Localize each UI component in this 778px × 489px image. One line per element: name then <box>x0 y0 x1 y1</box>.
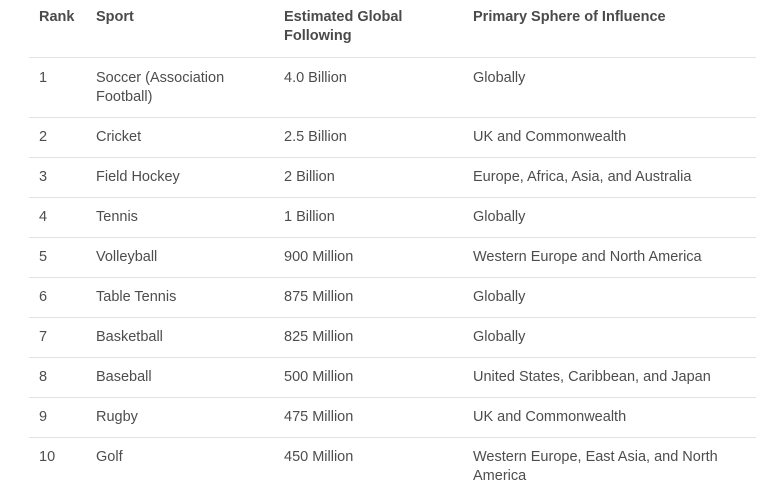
cell-following: 900 Million <box>274 237 463 278</box>
cell-rank: 8 <box>29 357 86 398</box>
cell-sphere: Globally <box>463 197 756 238</box>
cell-rank: 7 <box>29 317 86 358</box>
table-row: 8 Baseball 500 Million United States, Ca… <box>29 357 756 398</box>
cell-following: 875 Million <box>274 277 463 318</box>
cell-sphere: Europe, Africa, Asia, and Australia <box>463 157 756 198</box>
header-sport: Sport <box>86 0 274 58</box>
cell-following: 475 Million <box>274 397 463 438</box>
cell-following: 1 Billion <box>274 197 463 238</box>
cell-rank: 9 <box>29 397 86 438</box>
cell-sphere: Western Europe and North America <box>463 237 756 278</box>
cell-sport: Baseball <box>86 357 274 398</box>
cell-following: 450 Million <box>284 448 354 465</box>
cell-sport: Table Tennis <box>86 277 274 318</box>
cell-sphere: Globally <box>463 277 756 318</box>
header-rank: Rank <box>29 0 86 58</box>
cell-sphere: UK and Commonwealth <box>463 397 756 438</box>
cell-following: 2.5 Billion <box>274 117 463 158</box>
cell-sport: Rugby <box>86 397 274 438</box>
table-row: 3 Field Hockey 2 Billion Europe, Africa,… <box>29 157 756 198</box>
table-row: 10 Golf 450 Million Western Europe, East… <box>29 437 756 489</box>
cell-following: 2 Billion <box>274 157 463 198</box>
sports-following-table: Rank Sport Estimated Global Following Pr… <box>29 0 756 489</box>
cell-following: 4.0 Billion <box>274 57 463 118</box>
header-following: Estimated Global Following <box>274 0 463 58</box>
table-row: 1 Soccer (Association Football) 4.0 Bill… <box>29 57 756 118</box>
cell-sport: Golf <box>96 448 123 465</box>
table-header-row: Rank Sport Estimated Global Following Pr… <box>29 0 756 58</box>
table-row: 6 Table Tennis 875 Million Globally <box>29 277 756 318</box>
cell-sphere: UK and Commonwealth <box>463 117 756 158</box>
cell-sphere: Western Europe, East Asia, and North Ame… <box>473 448 718 484</box>
header-sphere: Primary Sphere of Influence <box>463 0 756 58</box>
cell-rank: 1 <box>29 57 86 118</box>
cell-sphere: Globally <box>463 317 756 358</box>
cell-following: 825 Million <box>274 317 463 358</box>
cell-sphere: Globally <box>463 57 756 118</box>
cell-sport: Volleyball <box>86 237 274 278</box>
cell-following: 500 Million <box>274 357 463 398</box>
cell-sport: Soccer (Association Football) <box>86 57 274 118</box>
table-row: 4 Tennis 1 Billion Globally <box>29 197 756 238</box>
cell-sport: Cricket <box>86 117 274 158</box>
cell-rank: 3 <box>29 157 86 198</box>
table-row: 7 Basketball 825 Million Globally <box>29 317 756 358</box>
cell-rank: 6 <box>29 277 86 318</box>
table-row: 2 Cricket 2.5 Billion UK and Commonwealt… <box>29 117 756 158</box>
cell-rank: 2 <box>29 117 86 158</box>
cell-sport: Field Hockey <box>86 157 274 198</box>
cell-rank: 4 <box>29 197 86 238</box>
table-row: 9 Rugby 475 Million UK and Commonwealth <box>29 397 756 438</box>
cell-sport: Tennis <box>86 197 274 238</box>
cell-sphere: United States, Caribbean, and Japan <box>463 357 756 398</box>
cell-sport: Basketball <box>86 317 274 358</box>
table-row: 5 Volleyball 900 Million Western Europe … <box>29 237 756 278</box>
cell-rank: 5 <box>29 237 86 278</box>
cell-rank: 10 <box>39 448 56 465</box>
